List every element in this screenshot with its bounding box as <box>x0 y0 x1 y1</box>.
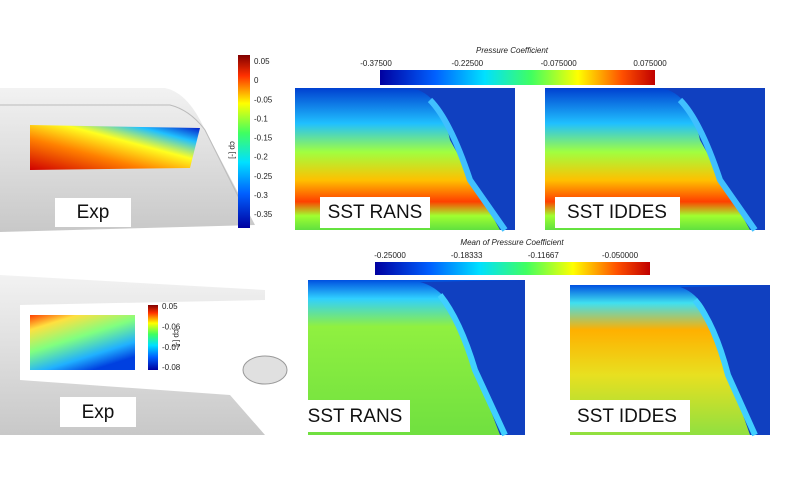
colorbar-title: Pressure Coefficient <box>476 46 549 55</box>
colorbar-tick-label: -0.08 <box>162 363 181 372</box>
colorbar-tick-label: -0.075000 <box>541 59 578 68</box>
colorbar-tick-label: -0.25000 <box>374 251 406 260</box>
colorbar-tick-label: -0.37500 <box>360 59 392 68</box>
colorbar <box>375 262 650 275</box>
colorbar-title: cp [-] <box>228 141 237 159</box>
colorbar <box>148 305 158 370</box>
colorbar-tick-label: -0.050000 <box>602 251 639 260</box>
label-box <box>300 400 410 432</box>
panel-label: SST RANS <box>328 202 423 223</box>
colorbar <box>238 55 250 228</box>
label-box <box>55 198 131 227</box>
cfd-image <box>308 280 525 437</box>
label-box <box>320 197 430 228</box>
colorbar-tick-label: 0.05 <box>254 57 270 66</box>
colorbar-tick-label: -0.22500 <box>452 59 484 68</box>
colorbar-tick-label: -0.1 <box>254 114 268 123</box>
panel-label: Exp <box>77 202 110 223</box>
colorbar-tick-label: -0.05 <box>254 95 273 104</box>
panel-label: SST RANS <box>308 406 403 427</box>
colorbar-tick-label: -0.25 <box>254 172 273 181</box>
colorbar-tick-label: -0.35 <box>254 210 273 219</box>
panel-label: SST IDDES <box>567 202 667 223</box>
colorbar-title: Mean of Pressure Coefficient <box>460 238 564 247</box>
experiment-image-top <box>0 88 255 232</box>
panel-label: Exp <box>82 402 115 423</box>
label-box <box>60 397 136 427</box>
colorbar <box>380 70 655 85</box>
experiment-image-bottom <box>0 275 288 435</box>
label-box <box>565 400 690 432</box>
colorbar-tick-label: 0 <box>254 76 259 85</box>
colorbar-tick-label: 0.05 <box>162 302 178 311</box>
colorbar-tick-label: -0.06 <box>162 322 181 331</box>
label-box <box>555 197 680 228</box>
colorbar-tick-label: -0.3 <box>254 191 268 200</box>
colorbar-tick-label: -0.15 <box>254 134 273 143</box>
colorbar-tick-label: -0.11667 <box>528 251 560 260</box>
colorbar-title: cp [-] <box>172 329 181 347</box>
colorbar-tick-label: -0.2 <box>254 153 268 162</box>
panel-label: SST IDDES <box>577 406 677 427</box>
colorbar-tick-label: 0.075000 <box>633 59 667 68</box>
colorbar-tick-label: -0.07 <box>162 343 181 352</box>
colorbar-tick-label: -0.18333 <box>451 251 483 260</box>
